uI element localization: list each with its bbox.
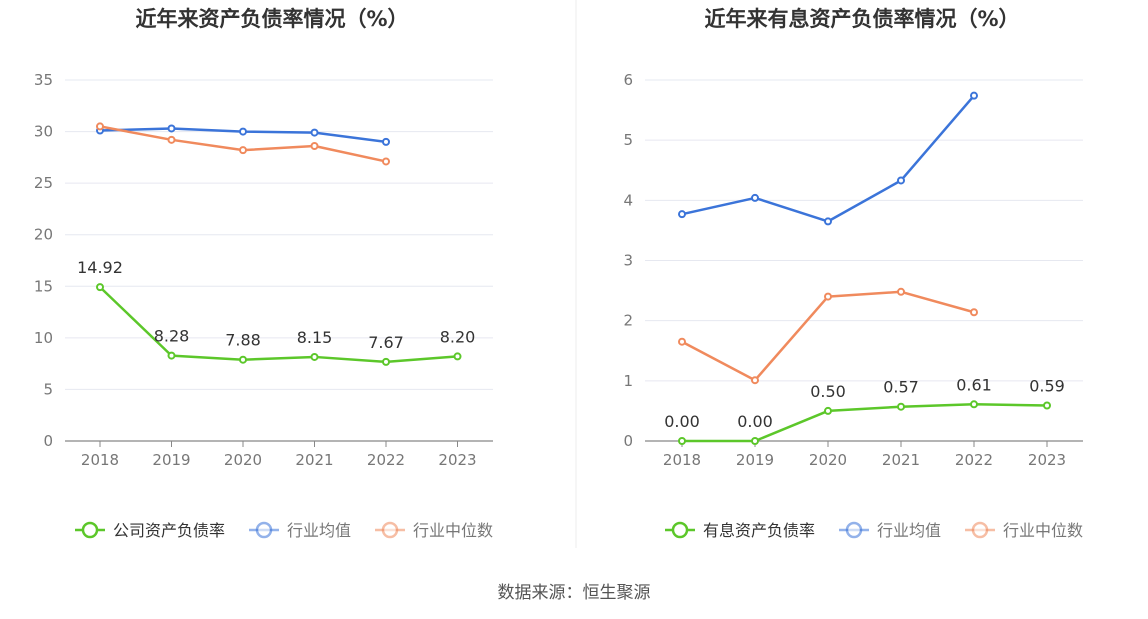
- data-label: 8.20: [440, 327, 476, 346]
- legend-label: 有息资产负债率: [703, 521, 815, 540]
- y-tick-label: 5: [623, 131, 633, 149]
- data-point: [453, 352, 462, 361]
- x-tick-label: 2020: [809, 451, 847, 469]
- y-tick-label: 5: [43, 380, 53, 398]
- data-point: [382, 157, 390, 166]
- y-tick-label: 15: [34, 277, 53, 295]
- y-tick-label: 0: [623, 432, 633, 450]
- data-label: 0.00: [664, 412, 700, 431]
- data-point: [382, 137, 390, 146]
- series-line-0: [682, 403, 1048, 443]
- data-point: [382, 357, 390, 366]
- legend-label: 行业均值: [287, 521, 351, 540]
- data-point: [239, 355, 247, 364]
- legend-item: 有息资产负债率: [665, 521, 815, 540]
- data-point: [310, 352, 319, 361]
- chart-title: 近年来有息资产负债率情况（%）: [704, 7, 1019, 31]
- data-point: [897, 402, 905, 411]
- legend-marker: [671, 521, 689, 539]
- data-point: [239, 127, 247, 136]
- y-tick-label: 2: [623, 312, 633, 330]
- y-tick-label: 1: [623, 372, 633, 390]
- legend-item: 行业中位数: [965, 521, 1083, 540]
- y-tick-label: 3: [623, 252, 633, 270]
- series-line-2: [681, 290, 975, 382]
- data-point: [96, 283, 104, 292]
- source-note: 数据来源：恒生聚源: [498, 583, 651, 603]
- legend-item: 行业均值: [839, 521, 941, 540]
- x-tick-label: 2023: [1028, 451, 1066, 469]
- chart-panel-1: 近年来资产负债率情况（%） 0 5 10 15 20 25 30 35 2018 2019 2020 2…: [34, 7, 493, 540]
- legend-label: 行业中位数: [1003, 521, 1083, 540]
- chart-panel-2: 近年来有息资产负债率情况（%） 0 1 2 3 4 5 6 2018 2019 2020 2021 20…: [623, 7, 1083, 540]
- series-line-1: [681, 94, 975, 223]
- data-point: [897, 176, 905, 185]
- x-tick-label: 2019: [736, 451, 774, 469]
- data-point: [970, 91, 978, 100]
- data-point: [751, 376, 759, 385]
- data-point: [824, 406, 832, 415]
- data-point: [239, 146, 247, 155]
- x-tick-label: 2018: [663, 451, 701, 469]
- legend-marker: [971, 521, 989, 539]
- data-point: [824, 292, 832, 301]
- x-tick-label: 2022: [367, 451, 405, 469]
- legend-item: 公司资产负债率: [75, 521, 225, 540]
- data-point: [678, 210, 686, 219]
- chart-title: 近年来资产负债率情况（%）: [135, 7, 408, 31]
- data-point: [751, 193, 759, 202]
- legend-label: 公司资产负债率: [113, 521, 225, 540]
- data-label: 0.59: [1029, 377, 1065, 396]
- data-point: [310, 142, 319, 151]
- legend-item: 行业均值: [249, 521, 351, 540]
- y-tick-label: 25: [34, 174, 53, 192]
- data-label: 8.28: [154, 327, 190, 346]
- data-point: [167, 124, 176, 133]
- data-point: [167, 351, 176, 360]
- data-point: [897, 287, 905, 296]
- data-point: [96, 122, 104, 131]
- data-label: 0.00: [737, 412, 773, 431]
- legend-marker: [81, 521, 99, 539]
- data-label: 0.50: [810, 382, 846, 401]
- data-point: [970, 308, 978, 317]
- legend-marker: [255, 521, 273, 539]
- legend-label: 行业中位数: [413, 521, 493, 540]
- data-point: [678, 337, 686, 346]
- data-point: [310, 128, 319, 137]
- data-label: 7.88: [225, 331, 261, 350]
- series-line-0: [99, 286, 458, 364]
- x-tick-label: 2021: [295, 451, 333, 469]
- y-tick-label: 0: [43, 432, 53, 450]
- y-tick-label: 4: [623, 191, 633, 209]
- data-point: [751, 437, 759, 445]
- y-tick-label: 10: [34, 329, 53, 347]
- data-label: 7.67: [368, 333, 404, 352]
- x-tick-label: 2021: [882, 451, 920, 469]
- legend-marker: [845, 521, 863, 539]
- legend-item: 行业中位数: [375, 521, 493, 540]
- data-point: [824, 217, 832, 226]
- x-tick-label: 2020: [224, 451, 262, 469]
- data-point: [1043, 401, 1051, 410]
- data-label: 14.92: [77, 258, 123, 277]
- x-tick-label: 2022: [955, 451, 993, 469]
- y-tick-label: 30: [34, 123, 53, 141]
- data-label: 0.61: [956, 375, 992, 394]
- y-tick-label: 35: [34, 71, 53, 89]
- x-tick-label: 2018: [81, 451, 119, 469]
- data-point: [970, 400, 978, 409]
- data-point: [167, 135, 176, 144]
- y-tick-label: 20: [34, 226, 53, 244]
- data-label: 0.57: [883, 378, 919, 397]
- x-tick-label: 2023: [438, 451, 476, 469]
- legend-label: 行业均值: [877, 521, 941, 540]
- data-label: 8.15: [297, 328, 333, 347]
- y-tick-label: 6: [623, 71, 633, 89]
- x-tick-label: 2019: [152, 451, 190, 469]
- legend-marker: [381, 521, 399, 539]
- data-point: [678, 437, 686, 445]
